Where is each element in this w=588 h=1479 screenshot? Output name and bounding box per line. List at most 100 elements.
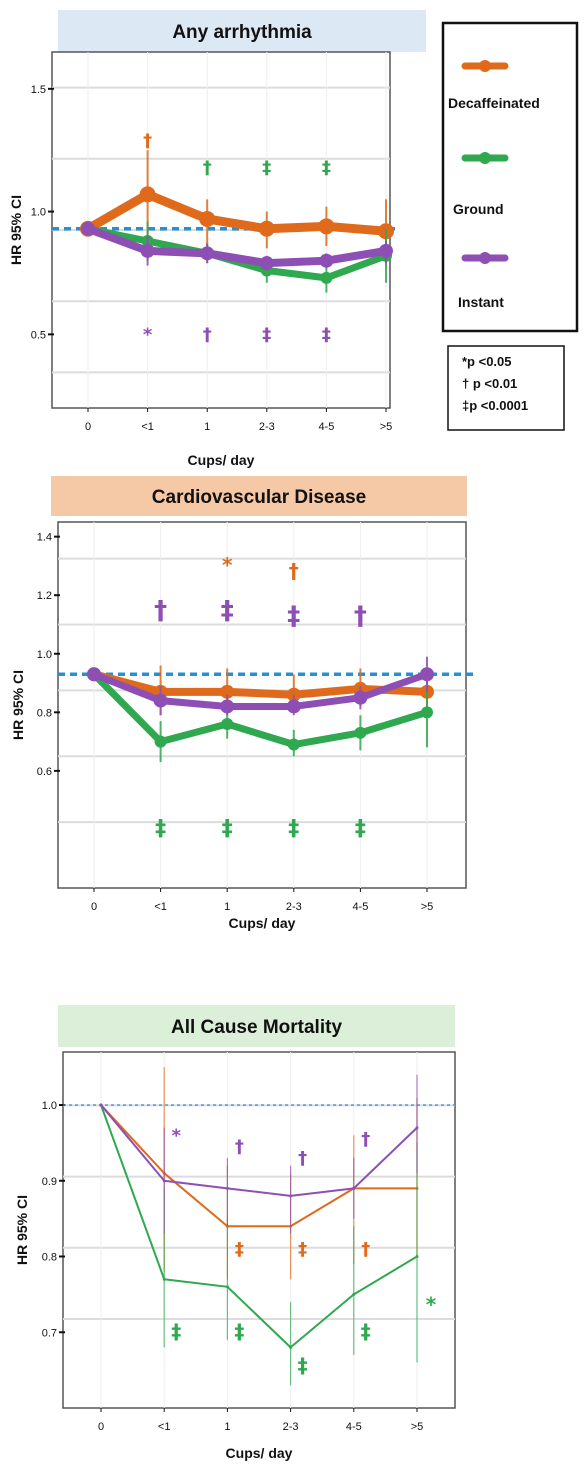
x-tick-label: 2-3 — [259, 421, 275, 433]
significance-marker: † — [354, 602, 367, 632]
significance-marker: † — [361, 1239, 370, 1260]
legend-label: Decaffeinated — [448, 95, 540, 111]
x-tick-label: >5 — [421, 901, 434, 913]
y-tick-label: 1.5 — [31, 84, 46, 96]
plot-area — [62, 1051, 456, 1409]
significance-marker: ‡ — [298, 1239, 307, 1260]
series-decaffeinated — [80, 150, 394, 266]
legend-swatch-dot — [479, 152, 491, 164]
chart-title: Cardiovascular Disease — [152, 487, 366, 508]
chart-panel-1: Any arrhythmia 1.5 1.0 0.5 0 <1 1 2-3 4-5 >5 HR 95… — [8, 10, 426, 468]
significance-marker: ‡ — [322, 324, 331, 345]
significance-marker: * — [222, 553, 233, 577]
significance-marker: † — [143, 130, 152, 151]
significance-marker: ‡ — [155, 816, 166, 841]
significance-marker: † — [235, 1137, 244, 1158]
chart-title-bg — [58, 10, 426, 52]
significance-marker: * — [171, 1125, 181, 1146]
x-tick-label: 4-5 — [346, 1421, 362, 1433]
data-point — [289, 1194, 293, 1198]
series-line — [100, 1104, 418, 1197]
significance-marker: ‡ — [234, 1319, 244, 1343]
chart-panel-2: Cardiovascular Disease 1.4 1.2 1.0 0.8 0.6 0 <1… — [10, 476, 476, 931]
data-point — [379, 243, 393, 258]
data-point — [286, 699, 301, 714]
significance-marker: ‡ — [171, 1319, 181, 1343]
data-point — [220, 699, 235, 714]
series-line — [90, 670, 431, 710]
y-tick-label: 1.2 — [37, 590, 52, 602]
x-axis-label: Cups/ day — [226, 1445, 293, 1461]
significance-marker: † — [289, 559, 299, 583]
significance-marker: ‡ — [262, 157, 271, 178]
x-axis-label: Cups/ day — [229, 915, 296, 931]
significance-marker: † — [203, 157, 212, 178]
series-line — [90, 670, 431, 749]
significance-marker: † — [298, 1148, 307, 1169]
y-axis-label: HR 95% CI — [10, 670, 26, 740]
chart-title-bg — [51, 476, 467, 516]
y-tick-label: 0.6 — [37, 766, 52, 778]
series-instant — [87, 656, 434, 716]
legend-label: Ground — [453, 201, 504, 217]
data-point — [420, 667, 434, 682]
data-point — [162, 1277, 166, 1281]
x-tick-label: 4-5 — [318, 421, 334, 433]
pvalue-key-line: † p <0.01 — [462, 376, 517, 391]
series-instant — [99, 1074, 419, 1234]
data-point — [220, 684, 235, 699]
significance-marker: * — [426, 1293, 437, 1317]
data-point — [87, 667, 101, 682]
data-point — [162, 1179, 166, 1183]
x-axis-label: Cups/ day — [188, 452, 255, 468]
y-tick-label: 0.9 — [42, 1176, 57, 1188]
y-tick-label: 0.7 — [42, 1327, 57, 1339]
legend-swatch-dot — [479, 60, 491, 72]
data-point — [354, 726, 367, 739]
data-point — [319, 253, 334, 268]
data-point — [153, 693, 168, 708]
x-tick-label: 2-3 — [283, 1421, 299, 1433]
series-line — [100, 1104, 418, 1228]
data-point — [225, 1285, 229, 1289]
y-tick-label: 1.4 — [37, 532, 52, 544]
x-tick-label: 1 — [224, 1421, 230, 1433]
x-tick-label: 1 — [224, 901, 230, 913]
x-tick-label: 0 — [85, 421, 91, 433]
series-line — [90, 670, 431, 699]
data-point — [320, 271, 333, 284]
series-line — [84, 224, 390, 268]
significance-marker: ‡ — [222, 816, 233, 841]
data-point — [415, 1126, 419, 1130]
x-tick-label: <1 — [141, 421, 154, 433]
data-point — [258, 220, 275, 237]
legend: Decaffeinated Ground Instant — [441, 21, 579, 333]
significance-marker: ‡ — [361, 1319, 371, 1343]
significance-marker: † — [154, 596, 167, 626]
y-tick-label: 1.0 — [31, 207, 46, 219]
series-instant — [81, 221, 393, 271]
data-point — [154, 735, 167, 748]
legend-label: Instant — [458, 294, 504, 310]
data-point — [140, 243, 155, 258]
significance-marker: * — [143, 324, 153, 345]
pvalue-key-line: *p <0.05 — [462, 354, 512, 369]
y-tick-label: 1.0 — [42, 1100, 57, 1112]
data-point — [199, 210, 216, 227]
data-point — [352, 1292, 356, 1296]
data-point — [415, 1255, 419, 1259]
data-point — [99, 1103, 103, 1107]
data-point — [259, 256, 274, 271]
data-point — [81, 221, 95, 236]
significance-marker: ‡ — [322, 157, 331, 178]
chart-title: Any arrhythmia — [172, 22, 312, 43]
x-tick-label: >5 — [411, 1421, 424, 1433]
chart-title: All Cause Mortality — [171, 1017, 342, 1038]
data-point — [287, 738, 300, 751]
data-point — [421, 706, 433, 719]
x-tick-label: <1 — [158, 1421, 171, 1433]
y-tick-label: 1.0 — [37, 649, 52, 661]
pvalue-key-box — [447, 345, 565, 431]
y-tick-label: 0.8 — [37, 707, 52, 719]
